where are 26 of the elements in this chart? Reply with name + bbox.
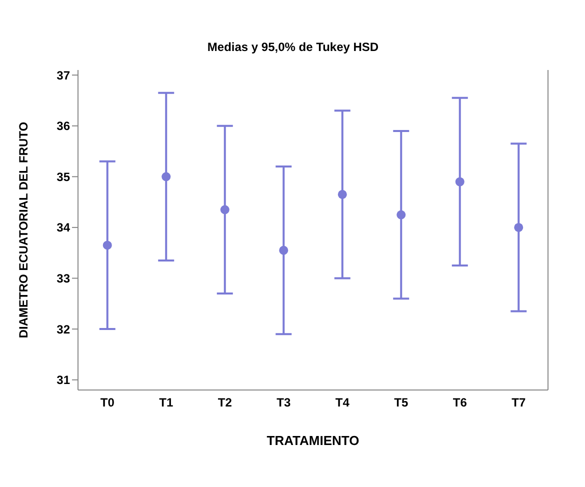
y-axis-title: DIAMETRO ECUATORIAL DEL FRUTO — [16, 122, 30, 338]
y-tick-label: 34 — [56, 220, 70, 235]
y-tick-label: 31 — [56, 373, 70, 388]
x-tick-label: T0 — [100, 396, 115, 410]
y-tick-label: 33 — [56, 272, 70, 286]
chart-title: Medias y 95,0% de Tukey HSD — [206, 40, 380, 54]
y-tick-label: 36 — [56, 119, 70, 134]
x-axis-title: TRATAMIENTO — [266, 433, 360, 448]
point — [514, 222, 524, 232]
x-tick-label: T3 — [276, 396, 291, 410]
point — [338, 190, 347, 199]
point — [455, 177, 464, 186]
x-tick-label: T1 — [159, 396, 174, 410]
x-tick-label: T6 — [452, 396, 468, 410]
y-tick-label: 37 — [56, 68, 70, 82]
point — [396, 210, 406, 220]
y-tick-label: 32 — [56, 322, 70, 336]
x-tick-label: T4 — [335, 396, 350, 410]
point — [279, 246, 288, 255]
x-tick-label: T5 — [394, 396, 408, 410]
point — [102, 240, 112, 250]
y-tick-label: 35 — [56, 170, 70, 184]
point — [220, 205, 230, 214]
x-tick-label: T7 — [512, 396, 526, 410]
point — [162, 172, 171, 182]
x-tick-label: T2 — [218, 396, 232, 410]
